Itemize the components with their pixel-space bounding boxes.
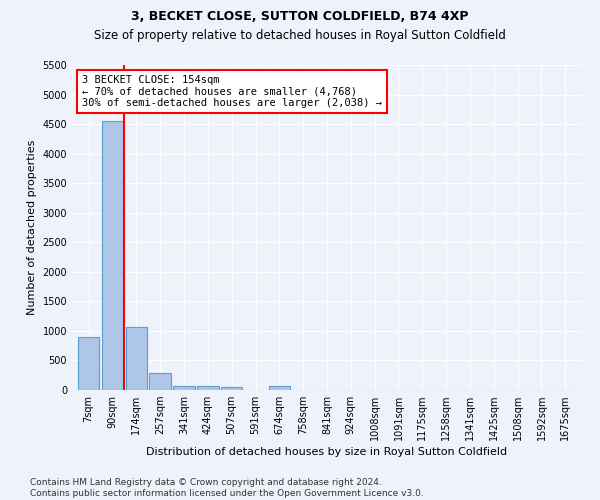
Bar bbox=[149, 373, 171, 390]
Bar bbox=[125, 327, 147, 390]
Bar bbox=[173, 386, 195, 390]
Bar bbox=[78, 337, 100, 390]
Text: 3, BECKET CLOSE, SUTTON COLDFIELD, B74 4XP: 3, BECKET CLOSE, SUTTON COLDFIELD, B74 4… bbox=[131, 10, 469, 22]
Text: 3 BECKET CLOSE: 154sqm
← 70% of detached houses are smaller (4,768)
30% of semi-: 3 BECKET CLOSE: 154sqm ← 70% of detached… bbox=[82, 74, 382, 108]
Text: Size of property relative to detached houses in Royal Sutton Coldfield: Size of property relative to detached ho… bbox=[94, 30, 506, 43]
Text: Contains HM Land Registry data © Crown copyright and database right 2024.
Contai: Contains HM Land Registry data © Crown c… bbox=[30, 478, 424, 498]
Bar bbox=[269, 386, 290, 390]
X-axis label: Distribution of detached houses by size in Royal Sutton Coldfield: Distribution of detached houses by size … bbox=[146, 448, 508, 458]
Bar bbox=[221, 387, 242, 390]
Bar bbox=[197, 386, 218, 390]
Y-axis label: Number of detached properties: Number of detached properties bbox=[27, 140, 37, 315]
Bar bbox=[102, 121, 123, 390]
